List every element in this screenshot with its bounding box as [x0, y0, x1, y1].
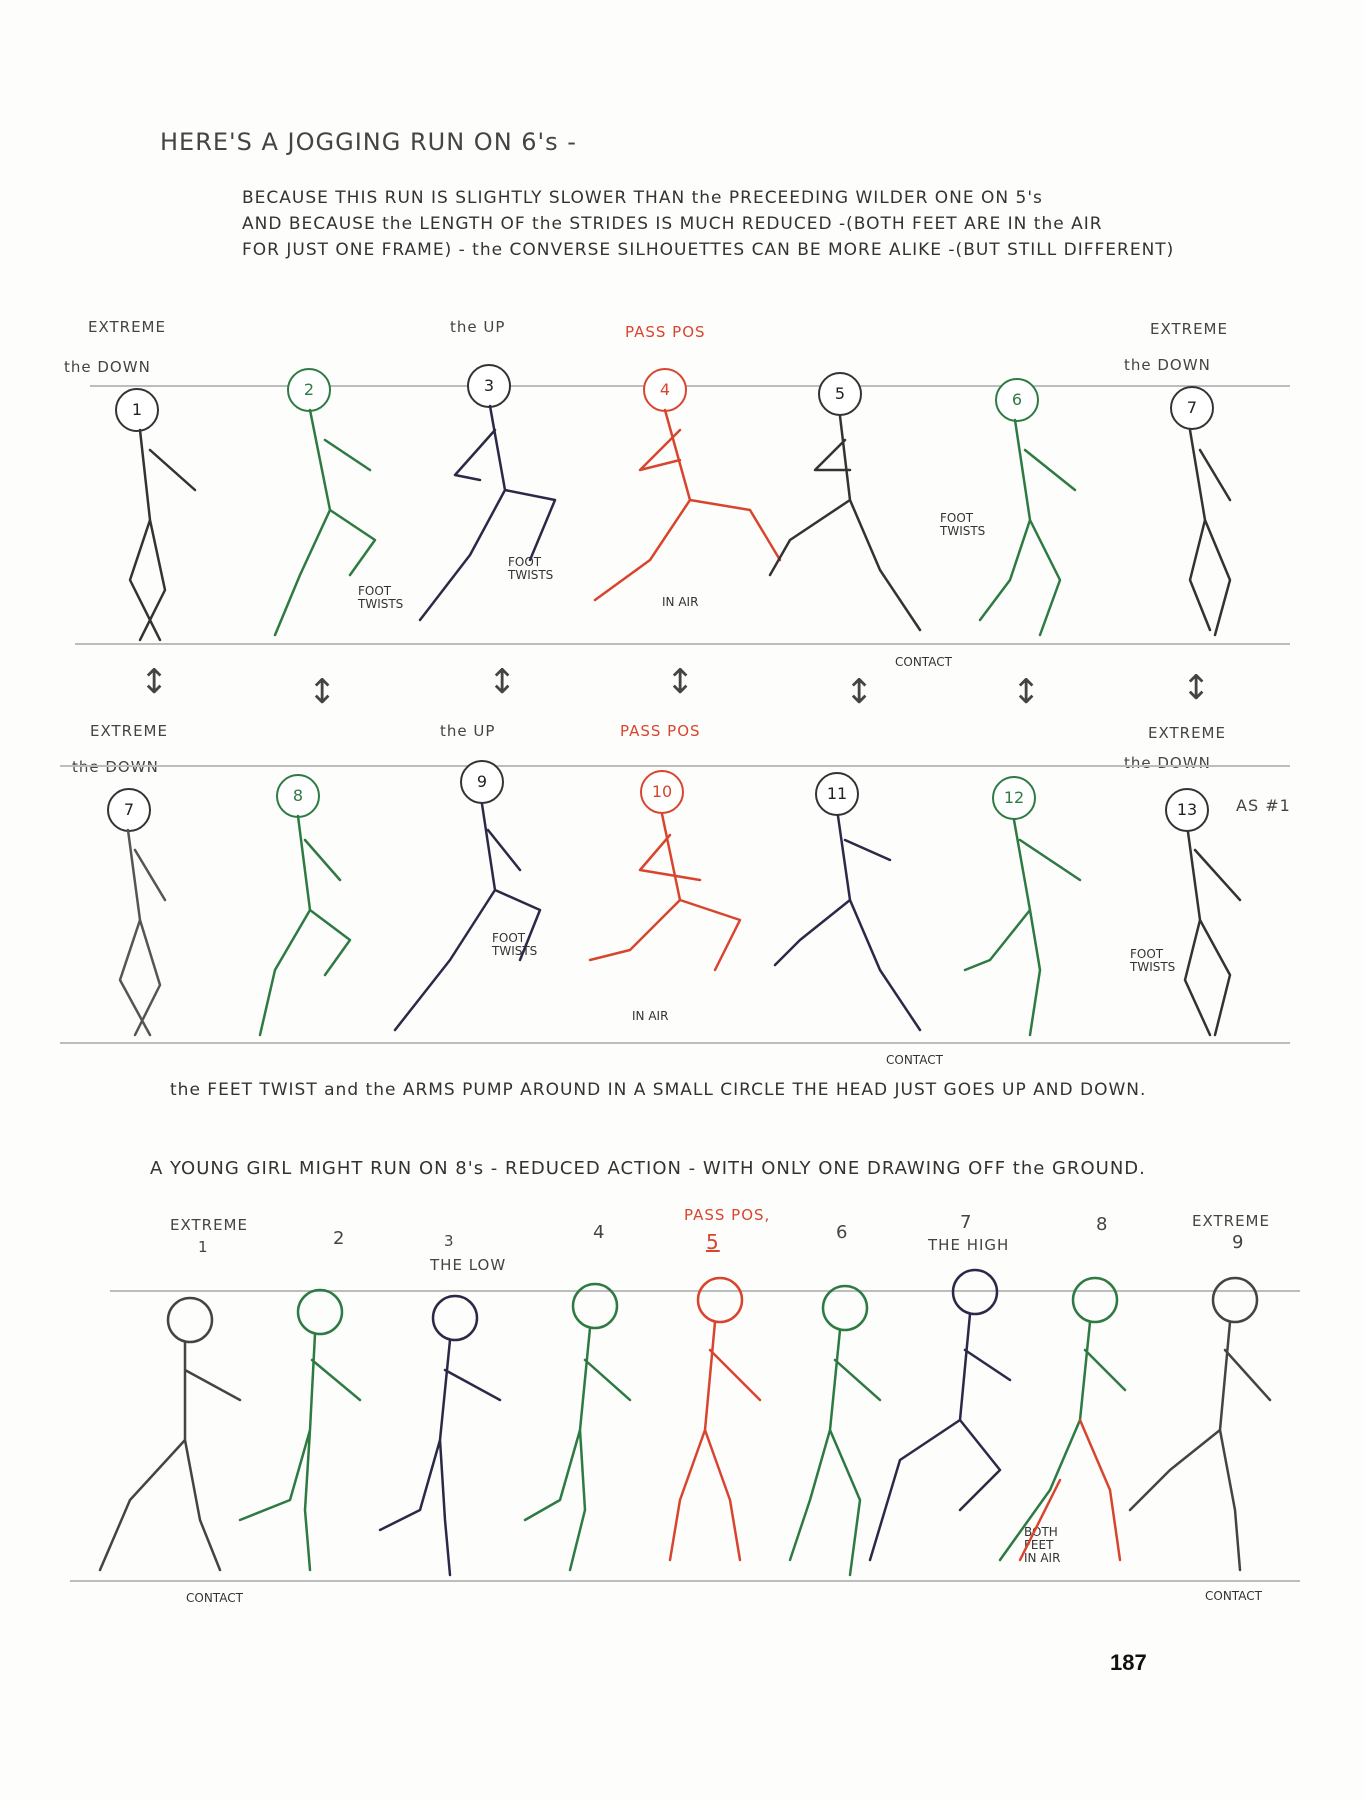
girl-frame-6: 6 — [836, 1222, 849, 1243]
row1-frame-1: 1 — [115, 388, 159, 432]
row1-frame-3: 3 — [467, 364, 511, 408]
row2-label-down-right: the DOWN — [1124, 754, 1211, 772]
row2-note-foot-twists-b: FOOT TWISTS — [1130, 947, 1176, 975]
updown-arrow: ↕ — [488, 662, 517, 702]
row2-figure-11 — [773, 814, 922, 1032]
girl-label-low: THE LOW — [430, 1256, 507, 1274]
row1-figure-4 — [593, 408, 782, 602]
row1-figure-7 — [1188, 428, 1232, 637]
row1-figure-2 — [273, 408, 377, 637]
girl-run-title: A YOUNG GIRL MIGHT RUN ON 8's - REDUCED … — [150, 1158, 1146, 1179]
girl-figure-8-legs — [1018, 1418, 1122, 1562]
intro-line-3: FOR JUST ONE FRAME) - the CONVERSE SILHO… — [242, 240, 1175, 260]
intro-line-1: BECAUSE THIS RUN IS SLIGHTLY SLOWER THAN… — [242, 188, 1043, 208]
girl-frame-5: 5 — [706, 1230, 720, 1254]
row2-frame-12: 12 — [992, 776, 1036, 820]
girl-label-extreme-left: EXTREME — [170, 1216, 248, 1234]
girl-note-contact-right: CONTACT — [1205, 1589, 1262, 1603]
row2-figure-7 — [118, 828, 167, 1037]
updown-arrow: ↕ — [140, 662, 169, 702]
row2-ground-rule — [60, 1042, 1290, 1044]
row1-label-up: the UP — [450, 318, 506, 336]
girl-label-extreme-right: EXTREME — [1192, 1212, 1270, 1230]
row1-note-contact: CONTACT — [895, 655, 952, 669]
girl-figure-1 — [98, 1296, 242, 1572]
girl-ground-rule — [70, 1580, 1300, 1582]
row1-note-in-air: IN AIR — [662, 595, 699, 609]
row2-figure-13 — [1183, 830, 1242, 1037]
row1-figure-5 — [768, 414, 922, 632]
girl-figure-3 — [378, 1294, 502, 1577]
row1-figure-1 — [128, 428, 197, 642]
row2-label-up: the UP — [440, 722, 496, 740]
row2-label-down-left: the DOWN — [72, 758, 159, 776]
updown-arrow: ↕ — [1182, 668, 1211, 708]
row2-label-extreme-left: EXTREME — [90, 722, 168, 740]
row2-figure-12 — [963, 818, 1082, 1037]
row1-label-extreme-left: EXTREME — [88, 318, 166, 336]
row2-figure-8 — [258, 814, 352, 1037]
row1-label-down-right: the DOWN — [1124, 356, 1211, 374]
girl-figure-2 — [238, 1288, 362, 1572]
row2-figure-9 — [393, 802, 542, 1032]
girl-figure-9 — [1128, 1276, 1272, 1572]
girl-frame-4: 4 — [593, 1222, 606, 1243]
row1-label-down-left: the DOWN — [64, 358, 151, 376]
intro-line-2: AND BECAUSE the LENGTH OF the STRIDES IS… — [242, 214, 1103, 234]
girl-frame-3: 3 — [444, 1232, 455, 1250]
row2-frame-10: 10 — [640, 770, 684, 814]
row2-top-rule — [60, 765, 1290, 767]
row1-label-extreme-right: EXTREME — [1150, 320, 1228, 338]
row2-figure-10 — [588, 812, 742, 972]
girl-figure-6 — [788, 1284, 882, 1577]
row2-frame-11: 11 — [815, 772, 859, 816]
girl-figure-8 — [998, 1276, 1127, 1562]
girl-figure-7 — [868, 1268, 1012, 1562]
row1-ground-rule — [75, 643, 1290, 645]
updown-arrow: ↕ — [1012, 672, 1041, 712]
row1-top-rule — [90, 385, 1290, 387]
girl-label-high: THE HIGH — [928, 1236, 1010, 1254]
updown-arrow: ↕ — [666, 662, 695, 702]
girl-top-rule — [110, 1290, 1300, 1292]
girl-label-pass: PASS POS, — [684, 1206, 771, 1224]
updown-arrow: ↕ — [308, 672, 337, 712]
page-number: 187 — [1110, 1650, 1147, 1675]
row2-as-note: AS #1 — [1236, 796, 1291, 815]
row1-note-foot-twists-c: FOOT TWISTS — [940, 511, 986, 539]
row1-label-pass: PASS POS — [625, 323, 706, 341]
row2-frame-8: 8 — [276, 774, 320, 818]
girl-figure-4 — [523, 1282, 632, 1572]
row1-note-foot-twists-b: FOOT TWISTS — [508, 555, 554, 583]
row1-frame-7: 7 — [1170, 386, 1214, 430]
girl-frame-1: 1 — [198, 1238, 209, 1256]
row2-label-pass: PASS POS — [620, 722, 701, 740]
row2-note-contact: CONTACT — [886, 1053, 943, 1067]
page-title: HERE'S A JOGGING RUN ON 6's - — [160, 128, 577, 156]
row2-frame-13: 13 — [1165, 788, 1209, 832]
row1-frame-2: 2 — [287, 368, 331, 412]
updown-arrow: ↕ — [845, 672, 874, 712]
row2-caption: the FEET TWIST and the ARMS PUMP AROUND … — [170, 1080, 1147, 1100]
girl-frame-7: 7 — [960, 1212, 973, 1233]
row1-frame-6: 6 — [995, 378, 1039, 422]
girl-note-contact-left: CONTACT — [186, 1591, 243, 1605]
row2-label-extreme-right: EXTREME — [1148, 724, 1226, 742]
row1-note-foot-twists-a: FOOT TWISTS — [358, 584, 404, 612]
girl-frame-8: 8 — [1096, 1214, 1109, 1235]
row1-figure-3 — [418, 404, 557, 622]
girl-frame-2: 2 — [333, 1228, 346, 1249]
girl-figure-5 — [668, 1276, 762, 1562]
row2-note-in-air: IN AIR — [632, 1009, 669, 1023]
girl-frame-9: 9 — [1232, 1232, 1245, 1253]
row1-figure-6 — [978, 418, 1077, 637]
